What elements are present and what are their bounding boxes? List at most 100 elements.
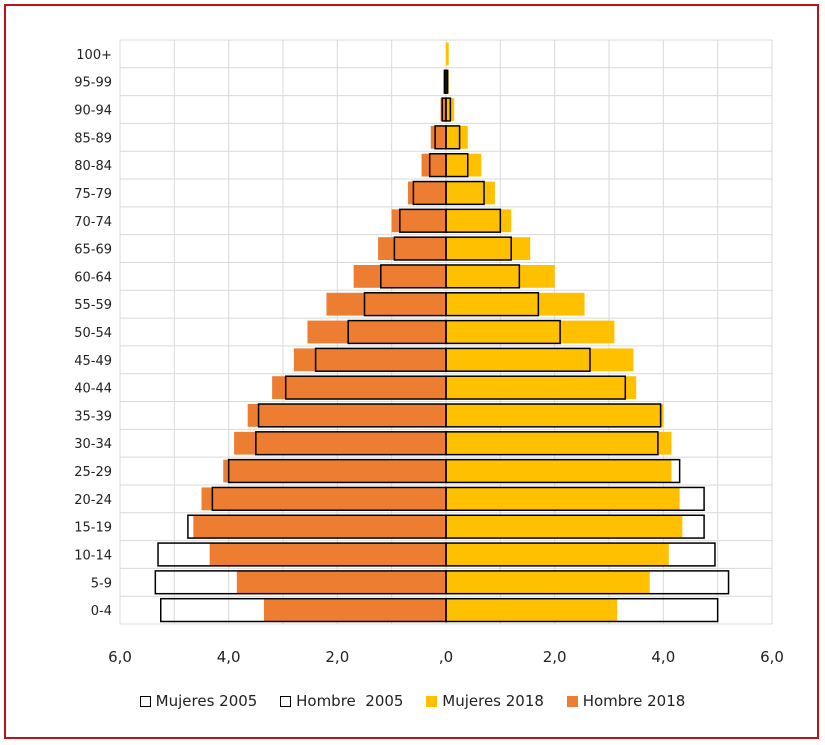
- legend-item-mujeres-2005: Mujeres 2005: [139, 692, 258, 710]
- bar-hombre-2018-50-54: [307, 320, 446, 344]
- x-tick-label: ,0: [439, 648, 453, 666]
- legend-item-hombre-2005: Hombre 2005: [280, 692, 403, 710]
- legend-label-mujeres-2005: Mujeres 2005: [155, 692, 258, 710]
- bar-mujeres-2018-75-79: [446, 181, 495, 205]
- y-tick-label-60-64: 60-64: [74, 270, 112, 285]
- bar-hombre-2018-60-64: [353, 264, 446, 288]
- bar-hombre-2005-90-94: [441, 97, 447, 122]
- y-tick-label-65-69: 65-69: [74, 243, 112, 258]
- y-tick-label-50-54: 50-54: [74, 326, 112, 341]
- bar-mujeres-2018-55-59: [446, 292, 585, 316]
- legend-swatch-hombre-2018: [566, 695, 578, 707]
- y-tick-label-35-39: 35-39: [74, 409, 112, 424]
- bar-hombre-2018-5-9: [236, 570, 446, 594]
- legend-swatch-mujeres-2018: [426, 695, 438, 707]
- y-tick-label-40-44: 40-44: [74, 382, 112, 397]
- y-tick-label-10-14: 10-14: [74, 548, 112, 563]
- legend-label-mujeres-2018: Mujeres 2018: [442, 692, 544, 710]
- y-tick-label-0-4: 0-4: [91, 604, 112, 619]
- x-tick-label: 2,0: [325, 648, 349, 666]
- bar-mujeres-2018-85-89: [446, 125, 468, 149]
- bar-hombre-2018-75-79: [407, 181, 446, 205]
- bar-hombre-2018-45-49: [293, 348, 446, 372]
- y-tick-label-90-94: 90-94: [74, 104, 112, 119]
- bar-hombre-2005-25-29: [227, 458, 447, 484]
- bar-mujeres-2018-70-74: [446, 209, 512, 233]
- x-tick-label: 4,0: [217, 648, 241, 666]
- bar-hombre-2018-55-59: [326, 292, 446, 316]
- bar-hombre-2005-5-9: [154, 570, 447, 595]
- bar-mujeres-2018-65-69: [446, 237, 531, 260]
- bar-hombre-2018-25-29: [223, 459, 446, 483]
- bar-mujeres-2018-30-34: [446, 431, 672, 455]
- bar-hombre-2005-95-99: [443, 69, 447, 94]
- chart-legend: Mujeres 2005 Hombre 2005 Mujeres 2018 Ho…: [0, 692, 825, 711]
- y-tick-label-75-79: 75-79: [74, 187, 112, 202]
- bar-hombre-2005-65-69: [393, 236, 447, 261]
- bar-mujeres-2018-20-24: [446, 487, 680, 511]
- bar-hombre-2018-70-74: [391, 209, 446, 233]
- bar-hombre-2018-90-94: [440, 98, 446, 121]
- bar-hombre-2005-0-4: [160, 597, 447, 623]
- bar-hombre-2018-95-99: [444, 70, 446, 94]
- bar-hombre-2005-30-34: [255, 431, 447, 456]
- bar-mujeres-2018-5-9: [446, 570, 650, 594]
- bar-hombre-2005-40-44: [284, 375, 447, 400]
- bar-mujeres-2018-35-39: [446, 404, 664, 427]
- bar-mujeres-2018-80-84: [446, 153, 482, 177]
- bar-hombre-2018-0-4: [263, 598, 446, 622]
- y-tick-label-70-74: 70-74: [74, 215, 112, 230]
- legend-label-hombre-2005: Hombre 2005: [296, 692, 404, 710]
- y-tick-label-80-84: 80-84: [74, 159, 112, 174]
- bar-hombre-2018-40-44: [272, 376, 446, 400]
- bar-hombre-2018-15-19: [193, 515, 446, 539]
- bar-hombre-2018-20-24: [201, 487, 446, 511]
- y-tick-label-25-29: 25-29: [74, 465, 112, 480]
- bar-mujeres-2018-25-29: [446, 459, 672, 483]
- bar-hombre-2018-30-34: [234, 431, 446, 455]
- bar-hombre-2005-85-89: [434, 125, 447, 150]
- bar-hombre-2005-20-24: [211, 486, 447, 512]
- y-tick-label-55-59: 55-59: [74, 298, 112, 313]
- bar-mujeres-2018-10-14: [446, 543, 669, 566]
- y-tick-label-95-99: 95-99: [74, 76, 112, 91]
- bar-hombre-2018-80-84: [421, 153, 446, 177]
- y-tick-label-20-24: 20-24: [74, 493, 112, 508]
- x-tick-label: 6,0: [108, 648, 132, 666]
- legend-label-hombre-2018: Hombre 2018: [582, 692, 686, 710]
- bar-mujeres-2018-0-4: [446, 598, 618, 622]
- bar-hombre-2018-65-69: [378, 237, 446, 260]
- x-tick-label: 2,0: [543, 648, 567, 666]
- legend-swatch-hombre-2005: [280, 695, 292, 707]
- x-tick-label: 6,0: [760, 648, 784, 666]
- y-tick-label-15-19: 15-19: [74, 521, 112, 536]
- bar-hombre-2005-50-54: [347, 319, 447, 345]
- bar-hombre-2005-75-79: [412, 180, 447, 206]
- legend-item-hombre-2018: Hombre 2018: [566, 692, 686, 710]
- bar-mujeres-2018-100+: [446, 42, 449, 66]
- bar-hombre-2005-55-59: [363, 292, 447, 317]
- bar-hombre-2018-10-14: [209, 543, 446, 566]
- y-tick-label-45-49: 45-49: [74, 354, 112, 369]
- bar-mujeres-2018-45-49: [446, 348, 634, 372]
- y-tick-label-85-89: 85-89: [74, 131, 112, 146]
- bar-hombre-2005-35-39: [257, 403, 447, 428]
- y-tick-label-30-34: 30-34: [74, 437, 112, 452]
- y-tick-label-5-9: 5-9: [91, 576, 112, 591]
- y-tick-label-100+: 100+: [76, 48, 112, 63]
- bar-hombre-2005-70-74: [399, 208, 447, 233]
- bar-hombre-2018-35-39: [247, 404, 446, 427]
- bar-hombre-2005-45-49: [314, 347, 447, 372]
- bar-mujeres-2018-60-64: [446, 264, 555, 288]
- bar-mujeres-2018-50-54: [446, 320, 615, 344]
- bar-hombre-2005-60-64: [380, 264, 447, 289]
- legend-swatch-mujeres-2005: [139, 695, 151, 707]
- x-tick-label: 4,0: [651, 648, 675, 666]
- bar-mujeres-2018-40-44: [446, 376, 637, 400]
- bar-hombre-2018-85-89: [430, 125, 446, 149]
- bar-hombre-2005-10-14: [157, 542, 447, 567]
- bar-hombre-2005-80-84: [428, 152, 447, 178]
- legend-item-mujeres-2018: Mujeres 2018: [426, 692, 544, 710]
- bar-mujeres-2018-15-19: [446, 515, 683, 539]
